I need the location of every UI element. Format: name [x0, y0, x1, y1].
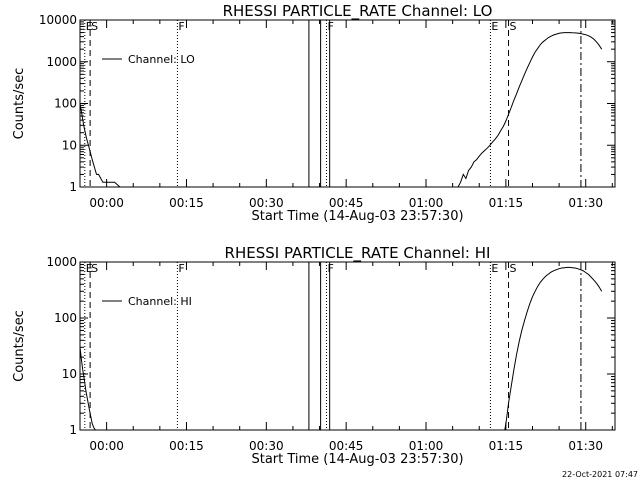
chart-title: RHESSI PARTICLE_RATE Channel: HI: [225, 244, 491, 263]
y-axis: 1 10 100 1000: [46, 255, 615, 437]
y-tick-label: 100: [54, 311, 77, 325]
y-tick-label: 1: [69, 180, 77, 194]
x-axis: 00:00 00:15 00:30 00:45 01:00 01:15 01:30: [79, 20, 613, 210]
x-tick-label: 01:30: [568, 439, 603, 453]
event-label: F: [327, 20, 333, 33]
event-lines: ES F F E S: [84, 262, 582, 430]
event-label: F: [178, 262, 184, 275]
event-label: E: [86, 20, 93, 33]
x-tick-label: 00:15: [169, 196, 204, 210]
y-tick-label: 10000: [39, 13, 77, 27]
x-tick-label: 00:30: [249, 439, 284, 453]
y-tick-label: 10: [62, 367, 77, 381]
event-label: S: [91, 262, 98, 275]
y-axis-label: Counts/sec: [12, 68, 27, 140]
event-label: S: [510, 262, 517, 275]
x-axis-label: Start Time (14-Aug-03 23:57:30): [251, 452, 463, 467]
x-tick-label: 01:00: [409, 196, 444, 210]
series-line-1: [80, 32, 603, 187]
x-tick-label: 00:00: [89, 439, 124, 453]
x-axis: 00:00 00:15 00:30 00:45 01:00 01:15 01:30: [79, 262, 613, 453]
event-lines: ES F F E S: [84, 20, 582, 187]
legend: Channel: HI: [102, 295, 192, 308]
event-label: S: [510, 20, 517, 33]
x-tick-label: 00:00: [89, 196, 124, 210]
x-axis-label: Start Time (14-Aug-03 23:57:30): [251, 209, 463, 224]
y-tick-label: 1000: [46, 255, 77, 269]
y-tick-label: 1000: [46, 55, 77, 69]
x-tick-label: 01:30: [568, 196, 603, 210]
y-tick-label: 10: [62, 138, 77, 152]
legend: Channel: LO: [102, 53, 195, 66]
series-line-1: [80, 266, 603, 430]
x-tick-label: 00:45: [329, 196, 364, 210]
plot-frame: [79, 19, 616, 188]
chart-title: RHESSI PARTICLE_RATE Channel: LO: [223, 2, 493, 21]
x-tick-label: 01:15: [489, 196, 524, 210]
x-tick-label: 01:00: [409, 439, 444, 453]
y-tick-label: 100: [54, 97, 77, 111]
x-tick-label: 01:15: [489, 439, 524, 453]
plot-frame: [79, 261, 616, 431]
legend-label: Channel: LO: [128, 53, 195, 66]
event-label: E: [86, 262, 93, 275]
event-label: F: [178, 20, 184, 33]
chart-panel-2: RHESSI PARTICLE_RATE Channel: HI 1 10 100 10…: [12, 244, 616, 467]
event-label: E: [491, 262, 498, 275]
event-label: F: [327, 262, 333, 275]
x-tick-label: 00:45: [329, 439, 364, 453]
y-axis-label: Counts/sec: [12, 310, 27, 382]
y-tick-label: 1: [69, 423, 77, 437]
y-axis: 1 10 100 1000 10000: [39, 13, 615, 194]
x-tick-label: 00:15: [169, 439, 204, 453]
date-stamp: 22-Oct-2021 07:47: [562, 470, 638, 479]
legend-label: Channel: HI: [128, 295, 192, 308]
x-tick-label: 00:30: [249, 196, 284, 210]
event-label: E: [491, 20, 498, 33]
chart-panel-1: RHESSI PARTICLE_RATE Channel: LO 1 10 100 10…: [12, 2, 616, 224]
event-label: S: [91, 20, 98, 33]
